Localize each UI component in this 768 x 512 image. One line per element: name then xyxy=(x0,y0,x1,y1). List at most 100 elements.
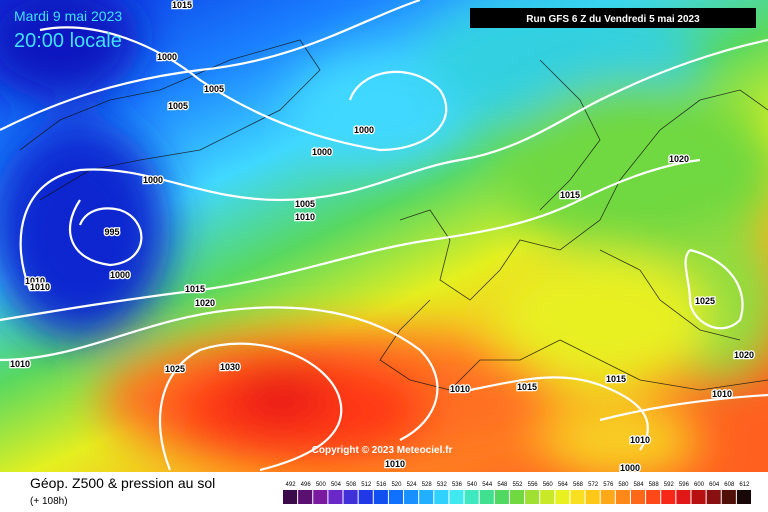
footer-subtitle: (+ 108h) xyxy=(30,496,68,507)
colorbar-swatch xyxy=(615,490,630,504)
colorbar-label: 504 xyxy=(331,482,342,488)
isobar-label: 1005 xyxy=(204,84,224,94)
colorbar-label: 516 xyxy=(376,482,387,488)
colorbar-swatch xyxy=(661,490,676,504)
isobar-label: 1005 xyxy=(168,101,188,111)
isobar-label: 1000 xyxy=(110,270,130,280)
isobar-label: 995 xyxy=(104,227,119,237)
colorbar-label: 552 xyxy=(512,482,523,488)
colorbar-label: 524 xyxy=(407,482,418,488)
colorbar-label: 528 xyxy=(422,482,433,488)
colorbar-label: 520 xyxy=(391,482,402,488)
colorbar: 492 496 500 504 508 512 516 520 524 528 532 536 540 5… xyxy=(283,482,751,504)
isobar-label: 1000 xyxy=(620,463,640,473)
colorbar-label: 584 xyxy=(634,482,645,488)
colorbar-label: 540 xyxy=(467,482,478,488)
colorbar-swatch xyxy=(283,490,298,504)
isobar-label: 1025 xyxy=(165,364,185,374)
isobar-label: 1000 xyxy=(354,125,374,135)
isobars xyxy=(0,0,768,470)
colorbar-label: 512 xyxy=(361,482,372,488)
colorbar-label: 600 xyxy=(694,482,705,488)
colorbar-swatch xyxy=(676,490,691,504)
coastlines xyxy=(19,39,768,391)
colorbar-swatch xyxy=(479,490,494,504)
colorbar-swatch xyxy=(555,490,570,504)
isobar-label: 1010 xyxy=(295,212,315,222)
colorbar-swatch xyxy=(706,490,721,504)
isobar-label: 1000 xyxy=(143,175,163,185)
colorbar-label: 500 xyxy=(316,482,327,488)
colorbar-swatch xyxy=(419,490,434,504)
colorbar-label: 560 xyxy=(543,482,554,488)
colorbar-label: 544 xyxy=(482,482,493,488)
colorbar-label: 532 xyxy=(437,482,448,488)
colorbar-swatch xyxy=(509,490,525,504)
colorbar-swatch xyxy=(585,490,600,504)
colorbar-swatch xyxy=(525,490,540,504)
run-box xyxy=(470,8,756,28)
isobar-label: 1015 xyxy=(560,190,580,200)
colorbar-label: 508 xyxy=(346,482,357,488)
isobar-label: 1010 xyxy=(712,389,732,399)
colorbar-swatch xyxy=(373,490,388,504)
isobar-label: 1010 xyxy=(385,459,405,469)
colorbar-swatch xyxy=(328,490,343,504)
copyright: Copyright © 2023 Meteociel.fr xyxy=(312,445,453,456)
colorbar-swatch xyxy=(343,490,358,504)
colorbar-label: 604 xyxy=(709,482,720,488)
isobar-label: 1010 xyxy=(30,282,50,292)
isobar-labels: 1015100010051005100010001000995100010101… xyxy=(9,0,756,474)
colorbar-swatch xyxy=(298,490,313,504)
colorbar-swatch xyxy=(540,490,555,504)
isobar-label: 1005 xyxy=(295,199,315,209)
date: Mardi 9 mai 2023 xyxy=(14,8,122,24)
isobar-label: 1015 xyxy=(185,284,205,294)
colorbar-swatch xyxy=(449,490,464,504)
colorbar-swatch xyxy=(404,490,419,504)
colorbar-swatch xyxy=(691,490,706,504)
isobar-label: 1010 xyxy=(10,359,30,369)
colorbar-label: 568 xyxy=(573,482,584,488)
isobar-label: 1025 xyxy=(695,296,715,306)
colorbar-label: 564 xyxy=(558,482,569,488)
footer-title: Géop. Z500 & pression au sol xyxy=(30,475,215,491)
colorbar-label: 576 xyxy=(603,482,614,488)
colorbar-swatch xyxy=(464,490,479,504)
colorbar-label: 536 xyxy=(452,482,463,488)
colorbar-label: 612 xyxy=(739,482,750,488)
colorbar-label: 556 xyxy=(528,482,539,488)
colorbar-swatch xyxy=(570,490,585,504)
isobar-label: 1020 xyxy=(734,350,754,360)
colorbar-label: 572 xyxy=(588,482,599,488)
isobar-label: 1010 xyxy=(450,384,470,394)
colorbar-swatch xyxy=(721,490,736,504)
colorbar-swatch xyxy=(646,490,661,504)
colorbar-label: 548 xyxy=(497,482,508,488)
colorbar-label: 588 xyxy=(649,482,660,488)
run-info: Run GFS 6 Z du Vendredi 5 mai 2023 xyxy=(526,14,700,25)
isobar-label: 1000 xyxy=(312,147,332,157)
isobar-label: 1015 xyxy=(172,0,192,10)
colorbar-swatch xyxy=(736,490,751,504)
colorbar-label: 592 xyxy=(664,482,675,488)
isobar-label: 1010 xyxy=(630,435,650,445)
colorbar-label: 492 xyxy=(286,482,297,488)
isobar-label: 1000 xyxy=(157,52,177,62)
colorbar-swatch xyxy=(388,490,404,504)
isobar-label: 1010 xyxy=(25,276,45,286)
isobar-label: 1020 xyxy=(195,298,215,308)
isobar-label: 1020 xyxy=(669,154,689,164)
isobar-label: 1015 xyxy=(606,374,626,384)
colorbar-swatch xyxy=(600,490,615,504)
colorbar-swatch xyxy=(494,490,509,504)
field xyxy=(0,0,768,480)
colorbar-swatch xyxy=(358,490,373,504)
colorbar-label: 496 xyxy=(301,482,312,488)
colorbar-label: 608 xyxy=(724,482,735,488)
isobar-label: 1030 xyxy=(220,362,240,372)
colorbar-swatch xyxy=(434,490,449,504)
time: 20:00 locale xyxy=(14,30,122,52)
colorbar-swatch xyxy=(313,490,328,504)
